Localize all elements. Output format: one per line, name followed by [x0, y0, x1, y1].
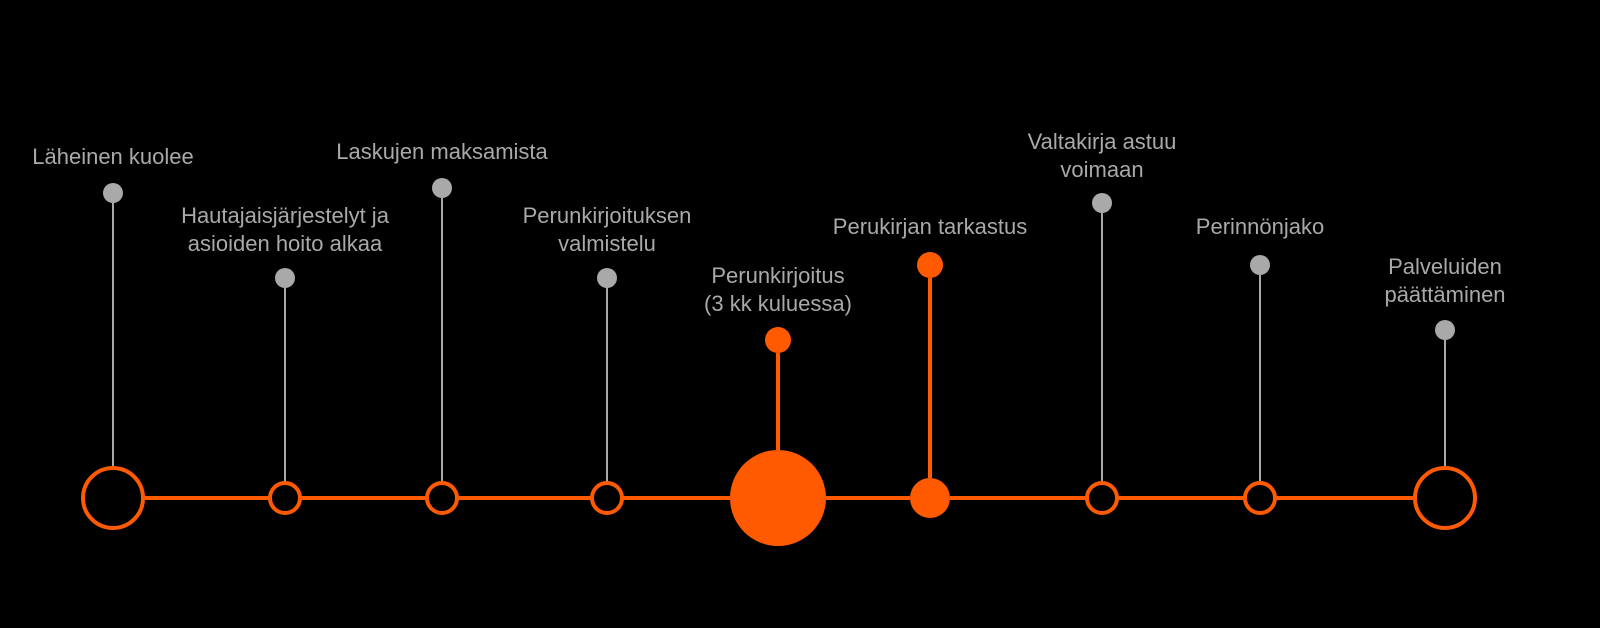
milestone-base	[83, 468, 143, 528]
milestone-base	[730, 450, 826, 546]
milestone-base	[1245, 483, 1275, 513]
milestone-base	[427, 483, 457, 513]
milestone-base	[270, 483, 300, 513]
milestone-dot	[765, 327, 791, 353]
milestone-label: Perukirjan tarkastus	[833, 213, 1027, 241]
milestone-base	[592, 483, 622, 513]
milestone-label: Perinnönjako	[1196, 213, 1324, 241]
milestone-dot	[917, 252, 943, 278]
milestone-base	[910, 478, 950, 518]
milestone-dot	[432, 178, 452, 198]
milestone-label: Valtakirja astuu voimaan	[1028, 128, 1177, 183]
timeline-diagram: Läheinen kuolee Hautajaisjärjestelyt ja a…	[0, 0, 1600, 628]
milestone-dot	[275, 268, 295, 288]
milestone-label: Läheinen kuolee	[32, 143, 193, 171]
milestone-label: Perunkirjoituksen valmistelu	[523, 202, 692, 257]
milestone-label: Palveluiden päättäminen	[1384, 253, 1505, 308]
milestone-dot	[1092, 193, 1112, 213]
milestone-base	[1415, 468, 1475, 528]
milestone-dot	[1250, 255, 1270, 275]
milestone-base	[1087, 483, 1117, 513]
milestone-dot	[597, 268, 617, 288]
milestone-label: Perunkirjoitus (3 kk kuluessa)	[704, 262, 852, 317]
milestone-label: Hautajaisjärjestelyt ja asioiden hoito a…	[181, 202, 389, 257]
milestone-dot	[1435, 320, 1455, 340]
milestone-label: Laskujen maksamista	[336, 138, 548, 166]
milestone-dot	[103, 183, 123, 203]
